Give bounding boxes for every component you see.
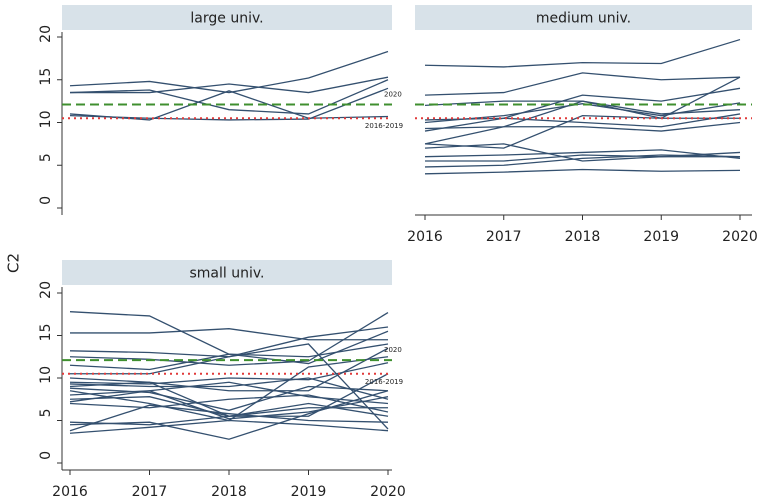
x-tick-label: 2016 bbox=[407, 229, 443, 245]
y-tick-label: 0 bbox=[38, 196, 54, 205]
panel-title: medium univ. bbox=[536, 11, 631, 27]
y-tick-label: 5 bbox=[38, 153, 54, 162]
series-line bbox=[69, 50, 389, 94]
x-tick-label: 2019 bbox=[643, 229, 679, 245]
y-tick-label: 15 bbox=[38, 324, 54, 342]
x-tick-label: 2019 bbox=[291, 484, 327, 500]
series-line bbox=[424, 115, 740, 149]
x-tick-label: 2017 bbox=[132, 484, 168, 500]
series-line bbox=[69, 390, 389, 420]
x-tick-label: 2016 bbox=[52, 484, 88, 500]
y-tick-label: 5 bbox=[38, 409, 54, 418]
series-line bbox=[424, 168, 741, 175]
x-tick-label: 2018 bbox=[565, 229, 601, 245]
series-line bbox=[424, 102, 741, 124]
reference-label: 2020 bbox=[384, 91, 402, 99]
series-line bbox=[424, 100, 741, 130]
series-line bbox=[69, 402, 389, 426]
x-tick-label: 2020 bbox=[370, 484, 406, 500]
series-line bbox=[69, 394, 389, 413]
panel-title: small univ. bbox=[189, 266, 264, 282]
reference-label: 2020 bbox=[384, 346, 402, 354]
panel-header bbox=[62, 260, 392, 285]
y-tick-label: 0 bbox=[38, 451, 54, 460]
x-tick-label: 2018 bbox=[211, 484, 247, 500]
series-line bbox=[424, 154, 741, 168]
series-line bbox=[69, 419, 389, 434]
reference-label: 2016-2019 bbox=[365, 122, 403, 130]
series-line bbox=[69, 404, 389, 432]
y-tick-label: 20 bbox=[38, 25, 54, 43]
series-line bbox=[70, 76, 389, 94]
series-line bbox=[69, 347, 389, 392]
series-line bbox=[424, 149, 741, 160]
series-line bbox=[424, 121, 741, 145]
series-line bbox=[69, 79, 389, 115]
x-tick-label: 2017 bbox=[486, 229, 522, 245]
series-line bbox=[69, 381, 389, 405]
y-axis-label: C2 bbox=[5, 253, 23, 273]
series-line bbox=[70, 328, 388, 341]
series-line bbox=[424, 143, 740, 162]
y-tick-label: 10 bbox=[38, 111, 54, 129]
panel-header bbox=[62, 5, 392, 30]
series-line bbox=[69, 385, 389, 411]
series-line bbox=[69, 90, 389, 121]
series-line bbox=[69, 311, 389, 366]
series-line bbox=[424, 87, 741, 121]
series-line bbox=[69, 343, 389, 371]
series-line bbox=[69, 311, 389, 365]
y-tick-label: 15 bbox=[38, 68, 54, 86]
y-tick-label: 20 bbox=[38, 281, 54, 299]
series-line bbox=[424, 72, 741, 96]
panel-header bbox=[415, 5, 752, 30]
y-tick-label: 10 bbox=[38, 366, 54, 384]
series-line bbox=[69, 390, 389, 440]
series-line bbox=[424, 113, 741, 132]
series-line bbox=[69, 377, 389, 400]
panel-title: large univ. bbox=[190, 11, 263, 27]
x-tick-label: 2020 bbox=[722, 229, 758, 245]
reference-label: 2016-2019 bbox=[365, 378, 403, 386]
series-line bbox=[424, 38, 741, 68]
